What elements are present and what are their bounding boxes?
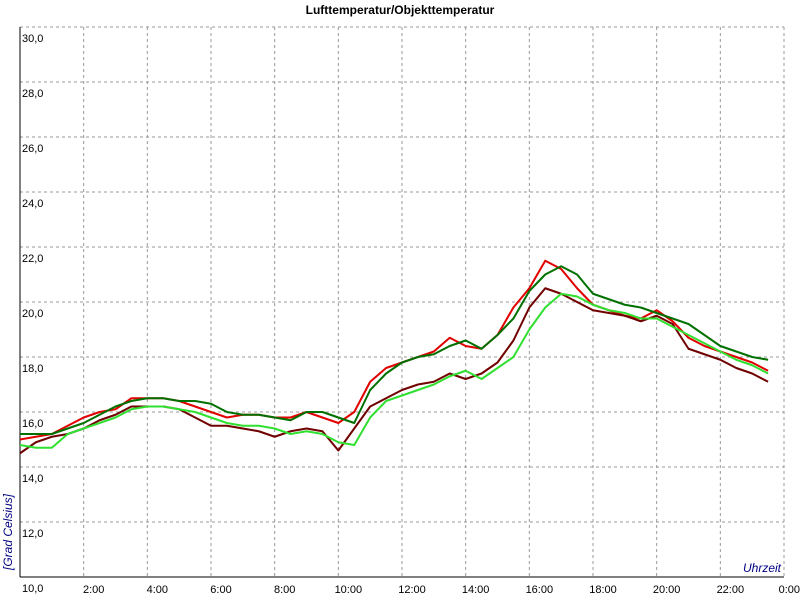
x-tick-label: 18:00 — [589, 584, 617, 596]
y-tick-label: 26,0 — [22, 143, 43, 155]
x-tick-label: 16:00 — [526, 584, 554, 596]
x-tick-label: 0:00 — [779, 584, 800, 596]
x-tick-label: 2:00 — [83, 584, 104, 596]
x-tick-label: 8:00 — [274, 584, 295, 596]
x-axis-label: Uhrzeit — [743, 561, 782, 575]
x-tick-label: 6:00 — [210, 584, 231, 596]
y-tick-label: 24,0 — [22, 198, 43, 210]
y-tick-label: 10,0 — [22, 583, 43, 595]
series-line — [19, 292, 769, 449]
chart-title: Lufttemperatur/Objekttemperatur — [306, 3, 495, 17]
y-tick-label: 20,0 — [22, 308, 43, 320]
y-tick-label: 28,0 — [22, 88, 43, 100]
y-tick-label: 16,0 — [22, 418, 43, 430]
x-tick-label: 10:00 — [335, 584, 363, 596]
x-tick-label: 4:00 — [147, 584, 168, 596]
y-tick-label: 14,0 — [22, 473, 43, 485]
y-tick-label: 18,0 — [22, 363, 43, 375]
y-tick-label: 30,0 — [22, 33, 43, 45]
y-tick-label: 12,0 — [22, 528, 43, 540]
x-tick-label: 20:00 — [653, 584, 681, 596]
x-tick-label: 22:00 — [717, 584, 745, 596]
x-tick-label: 12:00 — [398, 584, 426, 596]
y-tick-label: 22,0 — [22, 253, 43, 265]
x-tick-label: 14:00 — [462, 584, 490, 596]
y-axis-label: [Grad Celsius] — [1, 493, 15, 571]
series-line — [20, 265, 769, 435]
